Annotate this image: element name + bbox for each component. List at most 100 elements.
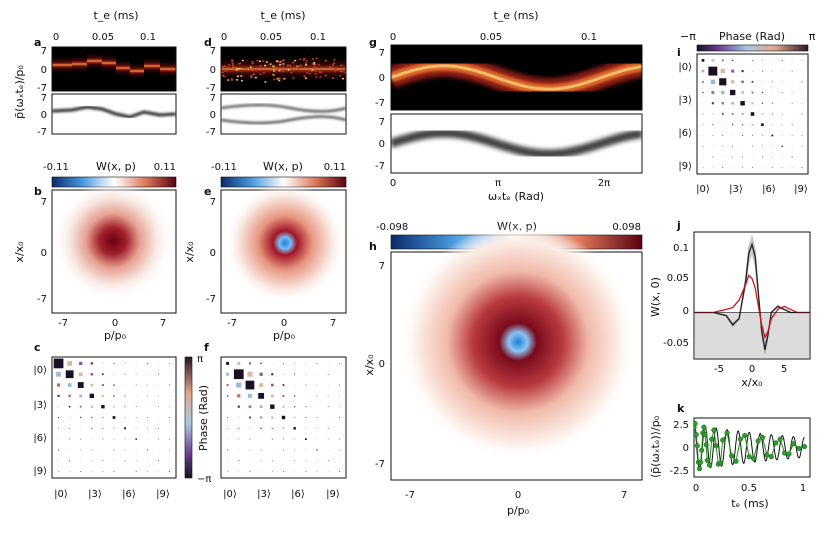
hinton-cell	[781, 70, 783, 72]
hinton-cell	[293, 405, 296, 408]
d-top-tick-1: 0.05	[260, 32, 282, 43]
k-data-point	[790, 441, 796, 447]
d-speckle	[240, 79, 243, 82]
hinton-cell	[771, 124, 773, 126]
hinton-cell	[113, 373, 115, 375]
j-series	[694, 233, 810, 355]
hinton-cell	[135, 406, 137, 408]
hinton-cell	[260, 438, 262, 440]
hinton-cell	[316, 438, 318, 440]
hinton-cell	[78, 372, 83, 377]
h-xlabel: p/p₀	[507, 504, 530, 517]
hinton-cell	[56, 371, 61, 377]
hinton-cell	[316, 373, 318, 375]
panel-b-letter: b	[34, 185, 42, 198]
hinton-cell	[227, 449, 228, 451]
d-speckle	[265, 61, 268, 63]
hinton-cell	[67, 361, 73, 366]
k-data-point	[768, 454, 774, 460]
hinton-cell	[113, 362, 115, 364]
hinton-cell	[169, 449, 170, 451]
hinton-cell	[113, 438, 115, 440]
hinton-cell	[157, 427, 159, 429]
i-ytick-0: |0⟩	[678, 62, 692, 73]
hinton-cell	[238, 416, 240, 419]
d-speckle	[294, 59, 297, 62]
hinton-cell	[58, 449, 59, 451]
hinton-cell	[102, 449, 104, 451]
a2-ytick-7: 7	[41, 93, 47, 104]
k-data-point	[704, 457, 710, 463]
hinton-cell	[135, 384, 137, 386]
d-speckle	[324, 60, 327, 62]
hinton-cell	[238, 427, 240, 429]
hinton-cell	[316, 395, 318, 397]
d-speckle	[344, 72, 346, 74]
hinton-cell	[741, 112, 744, 116]
e-ytick-0: 0	[210, 248, 216, 259]
hinton-cell	[227, 417, 228, 418]
hinton-cell	[135, 449, 137, 451]
d-speckle	[231, 60, 234, 62]
d-speckle	[232, 66, 235, 69]
panel-g-letter: g	[369, 36, 377, 49]
d-speckle	[250, 76, 253, 78]
j-ylabel: W(x, 0)	[649, 277, 662, 317]
hinton-cell	[761, 91, 764, 94]
hinton-cell	[712, 113, 714, 115]
j-ytick-0.05: 0.05	[667, 273, 689, 284]
hinton-cell	[339, 363, 340, 364]
hinton-cell	[710, 79, 716, 84]
hinton-cell	[305, 427, 307, 429]
d-speckle	[236, 79, 238, 81]
hinton-cell	[762, 145, 763, 147]
d-speckle	[315, 76, 318, 78]
hinton-cell	[113, 427, 115, 429]
hinton-cell	[237, 394, 241, 398]
hinton-cell	[113, 471, 115, 472]
d-speckle	[287, 64, 289, 67]
hinton-cell	[740, 101, 745, 106]
k-data-point	[733, 458, 739, 464]
cf-cbar-max: π	[197, 354, 203, 365]
d-speckle	[333, 62, 335, 65]
d-speckle	[333, 59, 336, 61]
d-speckle	[231, 62, 234, 65]
hinton-cell	[113, 384, 115, 386]
d-speckle	[314, 70, 317, 72]
h-xtick-0: 0	[515, 490, 521, 501]
hinton-cell	[80, 460, 82, 462]
hinton-cell	[316, 363, 318, 364]
hinton-cell	[281, 415, 286, 420]
a-ytick-7: 7	[41, 46, 47, 57]
hinton-cell	[294, 438, 296, 440]
k-data-point	[786, 451, 792, 457]
b-cbar-title: W(x, p)	[96, 160, 136, 173]
d-speckle	[312, 58, 314, 60]
k-ytick-0: 0	[683, 443, 689, 454]
d-speckle	[244, 69, 247, 71]
d-ytick-0: 0	[210, 65, 216, 76]
g-xtick-2pi: 2π	[598, 178, 610, 189]
hinton-cell	[702, 113, 704, 115]
hinton-cell	[293, 427, 296, 430]
hinton-cell	[90, 372, 94, 376]
hinton-cell	[722, 167, 724, 169]
k-data-point	[764, 452, 770, 458]
f-xtick-3: |3⟩	[257, 489, 271, 500]
h-ytick-0: 0	[379, 359, 385, 370]
hinton-cell	[58, 427, 59, 429]
k-points	[694, 420, 808, 472]
j-xtick-m5: -5	[714, 364, 724, 375]
hinton-cell	[57, 405, 60, 408]
d-top-tick-0: 0	[221, 32, 227, 43]
k-data-point	[737, 436, 743, 442]
d-speckle	[278, 77, 281, 80]
hinton-cell	[327, 363, 329, 364]
hinton-cell	[771, 145, 773, 147]
hinton-cell	[113, 449, 115, 451]
d-speckle	[276, 78, 279, 80]
hinton-cell	[702, 91, 704, 94]
d-speckle	[313, 66, 316, 68]
hinton-cell	[271, 460, 273, 462]
